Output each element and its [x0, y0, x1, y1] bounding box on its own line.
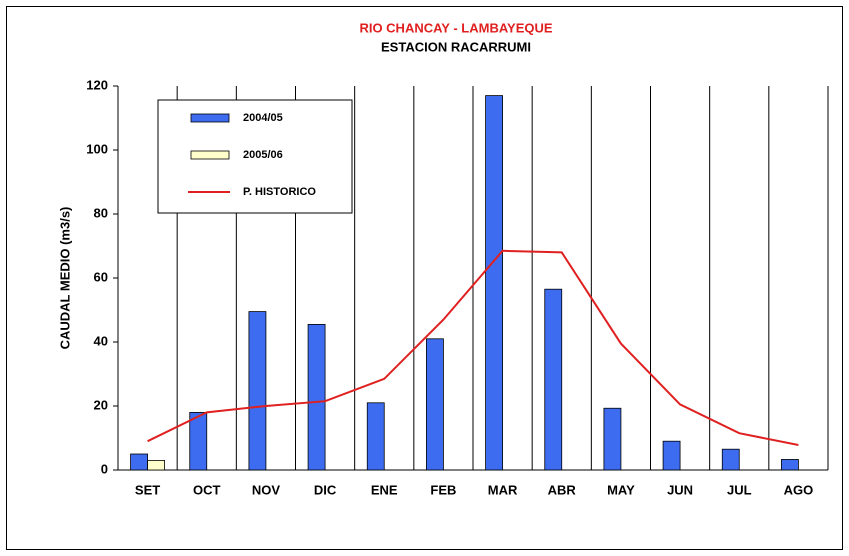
bar: [603, 407, 622, 471]
x-tick-label: JUL: [727, 482, 752, 497]
legend-swatch: [190, 113, 230, 123]
chart-title: RIO CHANCAY - LAMBAYEQUE: [359, 20, 552, 35]
bar: [189, 411, 208, 471]
bar: [426, 338, 444, 471]
x-tick-label: MAR: [488, 482, 518, 497]
bar: [662, 440, 681, 471]
legend-label: 2005/06: [243, 149, 283, 161]
x-tick-label: ENE: [371, 482, 398, 497]
bar: [781, 459, 799, 471]
y-axis-label: CAUDAL MEDIO (m3/s): [57, 207, 72, 350]
y-tick-label: 100: [86, 141, 108, 156]
x-tick-label: AGO: [784, 482, 814, 497]
x-tick-label: FEB: [430, 482, 456, 497]
y-tick-label: 120: [86, 77, 108, 92]
bar: [544, 288, 563, 471]
bar: [248, 311, 267, 471]
bar: [130, 453, 148, 471]
bar: [721, 448, 740, 471]
bar: [147, 459, 165, 471]
legend-label: P. HISTORICO: [243, 186, 316, 198]
legend-swatch: [190, 150, 230, 160]
legend-label: 2004/05: [243, 112, 283, 124]
x-tick-label: ABR: [548, 482, 577, 497]
y-tick-label: 0: [101, 461, 108, 476]
chart-subtitle: ESTACION RACARRUMI: [381, 39, 531, 54]
y-tick-label: 80: [94, 205, 108, 220]
legend-box: [157, 99, 353, 214]
x-tick-label: JUN: [667, 482, 693, 497]
bar: [485, 95, 503, 471]
bar: [307, 323, 326, 471]
y-tick-label: 20: [94, 397, 108, 412]
x-tick-label: OCT: [193, 482, 221, 497]
x-tick-label: SET: [135, 482, 160, 497]
bar: [366, 402, 385, 471]
y-tick-label: 60: [94, 269, 108, 284]
line: [147, 249, 799, 447]
x-tick-label: MAY: [607, 482, 635, 497]
x-tick-label: NOV: [252, 482, 281, 497]
x-tick-label: DIC: [314, 482, 337, 497]
y-tick-label: 40: [94, 333, 108, 348]
